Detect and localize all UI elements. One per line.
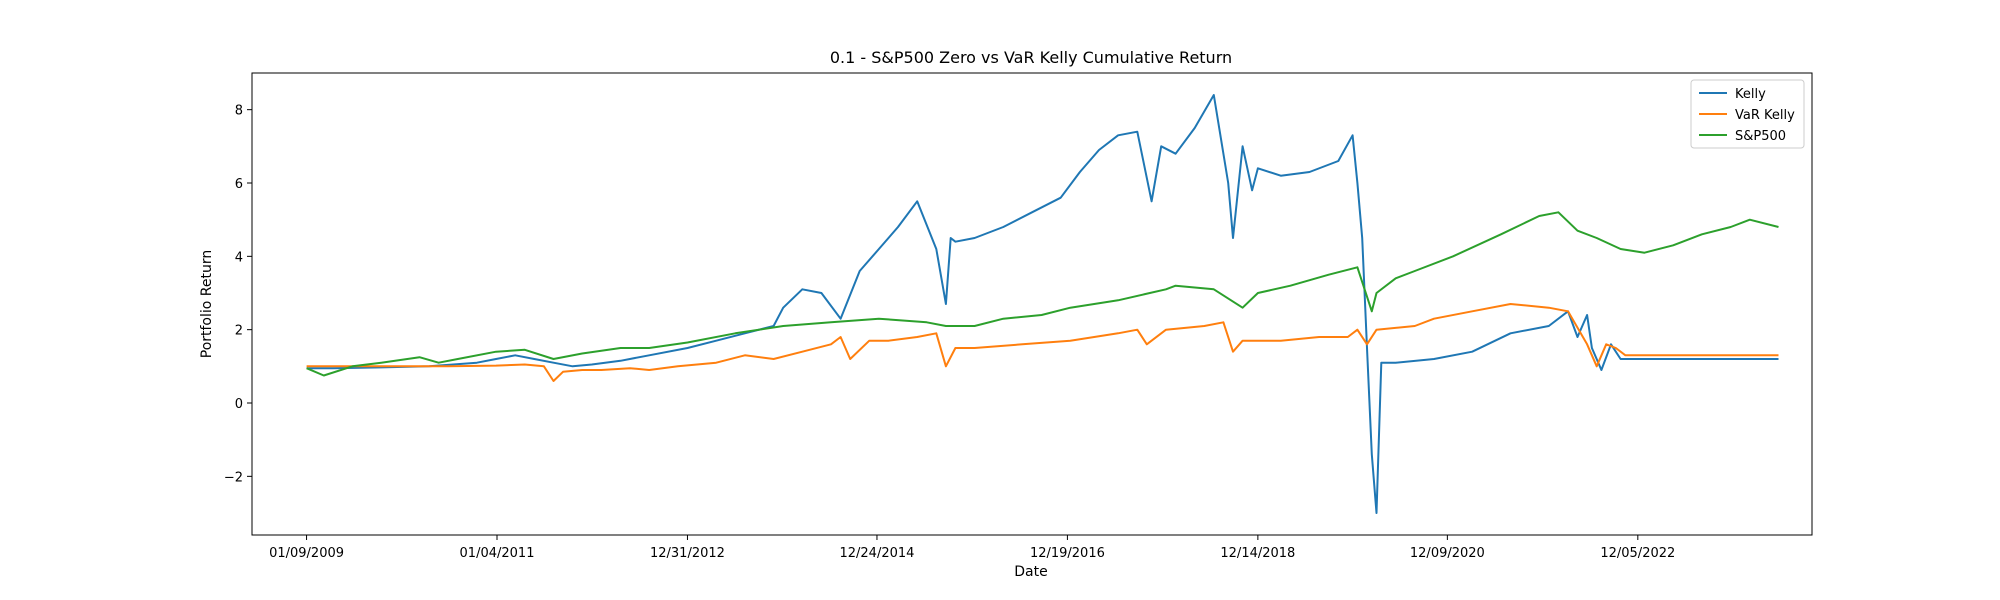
y-tick-label: 0 xyxy=(235,397,243,412)
x-tick-label: 12/24/2014 xyxy=(839,546,914,561)
x-axis: 01/09/2009 01/04/2011 12/31/2012 12/24/2014… xyxy=(269,535,1675,561)
y-tick-label: 6 xyxy=(235,177,243,192)
x-tick-label: 12/05/2022 xyxy=(1600,546,1675,561)
series-line-1 xyxy=(306,303,1779,382)
x-tick-label: 12/19/2016 xyxy=(1030,546,1105,561)
x-tick-label: 12/09/2020 xyxy=(1410,546,1485,561)
y-tick-label: 8 xyxy=(235,104,243,119)
y-tick-label: −2 xyxy=(224,470,243,485)
legend-box xyxy=(1690,79,1805,149)
y-tick-label: 4 xyxy=(235,250,243,265)
legend-label: VaR Kelly xyxy=(1735,108,1795,123)
series-layer xyxy=(306,94,1779,514)
series-line-2 xyxy=(306,211,1779,377)
legend: Kelly VaR Kelly S&P500 xyxy=(1690,79,1805,149)
x-tick-label: 01/09/2009 xyxy=(269,546,344,561)
y-axis-label: Portfolio Return xyxy=(199,250,215,359)
chart-title: 0.1 - S&P500 Zero vs VaR Kelly Cumulativ… xyxy=(830,48,1232,67)
plot-frame xyxy=(251,72,1813,536)
x-tick-label: 12/14/2018 xyxy=(1220,546,1295,561)
y-axis: −2 0 2 4 6 8 xyxy=(224,104,252,485)
x-tick-label: 12/31/2012 xyxy=(650,546,725,561)
y-tick-label: 2 xyxy=(235,324,243,339)
legend-label: S&P500 xyxy=(1735,129,1786,144)
legend-label: Kelly xyxy=(1735,87,1766,102)
series-line-0 xyxy=(306,94,1779,514)
x-tick-label: 01/04/2011 xyxy=(460,546,535,561)
x-axis-label: Date xyxy=(1014,564,1047,580)
